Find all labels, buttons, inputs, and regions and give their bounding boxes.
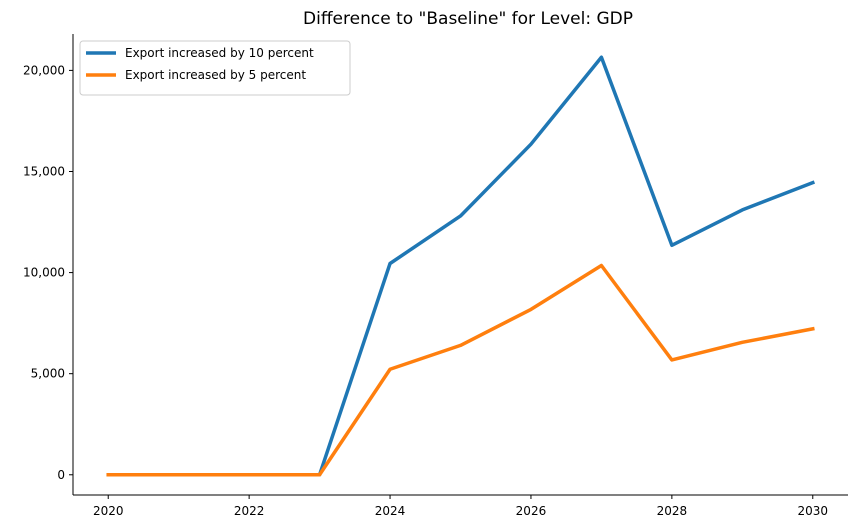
legend: Export increased by 10 percent Export inc… bbox=[79, 40, 351, 96]
legend-label-1: Export increased by 10 percent bbox=[125, 46, 314, 60]
y-tick-label: 20,000 bbox=[23, 63, 65, 77]
series-line-1 bbox=[106, 55, 816, 477]
chart-title: Difference to "Baseline" for Level: GDP bbox=[303, 9, 633, 29]
x-tick-label: 2030 bbox=[797, 504, 828, 518]
y-tick-label: 5,000 bbox=[31, 367, 65, 381]
axes: 2020 2022 2024 2026 2028 2030 0 5,000 10,000 15,0… bbox=[23, 34, 848, 518]
x-tick-label: 2024 bbox=[375, 504, 406, 518]
legend-label-2: Export increased by 5 percent bbox=[125, 68, 306, 82]
series-line-2 bbox=[106, 263, 815, 477]
x-tick-label: 2028 bbox=[657, 504, 688, 518]
y-tick-label: 10,000 bbox=[23, 266, 65, 280]
x-tick-label: 2020 bbox=[93, 504, 124, 518]
legend-box bbox=[79, 40, 351, 96]
y-tick-label: 15,000 bbox=[23, 164, 65, 178]
y-tick-label: 0 bbox=[57, 468, 65, 482]
x-tick-label: 2022 bbox=[234, 504, 265, 518]
series-lines bbox=[106, 55, 816, 477]
x-tick-label: 2026 bbox=[516, 504, 547, 518]
